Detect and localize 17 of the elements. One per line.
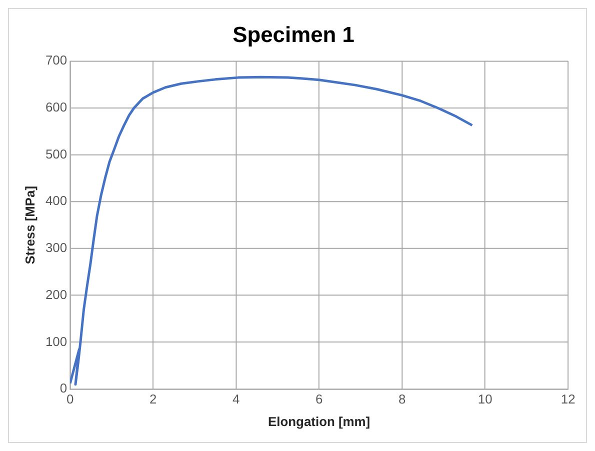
y-tick-label: 100 <box>45 334 68 349</box>
y-tick-label: 500 <box>45 146 68 162</box>
x-tick-label: 2 <box>149 391 157 406</box>
y-tick-label: 200 <box>45 286 68 302</box>
y-tick-label: 700 <box>45 52 68 68</box>
y-tick-label: 600 <box>45 100 68 115</box>
y-tick-label: 0 <box>60 380 68 396</box>
y-tick-label: 400 <box>45 193 68 208</box>
x-tick-label: 6 <box>315 391 323 406</box>
x-tick-label: 12 <box>560 391 576 406</box>
x-tick-label: 4 <box>232 391 240 406</box>
x-tick-label: 8 <box>398 391 406 406</box>
x-axis-title: Elongation [mm] <box>268 414 370 429</box>
y-tick-label: 300 <box>45 240 68 256</box>
y-axis-title: Stress [MPa] <box>22 186 38 264</box>
chart-title: Specimen 1 <box>232 22 354 48</box>
x-tick-label: 10 <box>478 391 492 406</box>
